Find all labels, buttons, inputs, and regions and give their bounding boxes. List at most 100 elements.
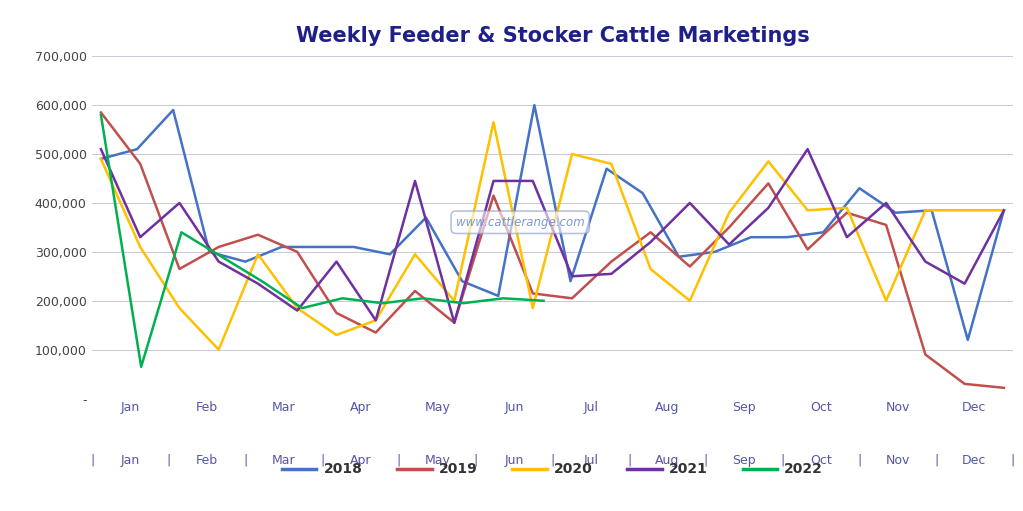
Line: 2020: 2020: [101, 122, 1004, 350]
2020: [644, 266, 657, 272]
2019: [292, 249, 304, 255]
2020: [723, 210, 736, 216]
2018: [167, 107, 179, 113]
2020: [448, 298, 460, 304]
2021: [801, 146, 813, 152]
2018: [95, 156, 107, 162]
2021: [997, 207, 1010, 213]
2022: [95, 112, 107, 118]
Text: www.cattlerange.com: www.cattlerange.com: [456, 216, 584, 229]
2018: [889, 210, 901, 216]
2021: [369, 317, 382, 323]
2018: [926, 207, 938, 213]
2020: [292, 305, 304, 311]
2018: [204, 249, 216, 255]
2019: [762, 180, 774, 187]
2020: [841, 205, 853, 211]
2022: [457, 300, 470, 306]
2020: [487, 119, 499, 125]
2019: [723, 224, 736, 230]
2018: [384, 251, 396, 258]
2020: [683, 298, 696, 304]
2019: [213, 244, 225, 250]
2020: [566, 151, 578, 157]
2021: [252, 281, 264, 287]
2019: [920, 352, 932, 358]
Line: 2018: 2018: [101, 105, 1004, 340]
2019: [959, 381, 971, 387]
2018: [565, 278, 577, 284]
2018: [997, 207, 1010, 213]
2021: [330, 259, 343, 265]
2019: [566, 295, 578, 301]
2022: [296, 305, 308, 311]
2018: [673, 253, 685, 260]
2020: [801, 207, 813, 213]
2021: [292, 308, 304, 314]
2019: [880, 222, 892, 228]
2018: [456, 278, 469, 284]
2019: [409, 288, 421, 294]
Line: 2019: 2019: [101, 112, 1004, 388]
2020: [880, 298, 892, 304]
2019: [173, 266, 185, 272]
2020: [134, 244, 146, 250]
2020: [213, 346, 225, 353]
2021: [527, 178, 539, 184]
2018: [601, 166, 613, 172]
2018: [239, 259, 252, 265]
2021: [762, 205, 774, 211]
2019: [644, 229, 657, 236]
Line: 2021: 2021: [101, 149, 1004, 323]
2018: [131, 146, 143, 152]
2021: [723, 241, 736, 247]
2021: [880, 200, 892, 206]
2018: [348, 244, 360, 250]
2019: [369, 330, 382, 336]
2019: [448, 320, 460, 326]
2019: [134, 161, 146, 167]
2019: [95, 109, 107, 115]
2022: [135, 364, 147, 370]
2020: [95, 156, 107, 162]
2019: [997, 385, 1010, 391]
2021: [920, 259, 932, 265]
2019: [683, 264, 696, 270]
2019: [841, 210, 853, 216]
2018: [745, 234, 757, 240]
2022: [337, 295, 349, 301]
2019: [801, 246, 813, 252]
2020: [527, 305, 539, 311]
Title: Weekly Feeder & Stocker Cattle Marketings: Weekly Feeder & Stocker Cattle Marketing…: [296, 27, 809, 47]
2019: [252, 231, 264, 238]
2018: [528, 102, 540, 108]
2021: [841, 234, 853, 240]
2021: [644, 239, 657, 245]
2018: [853, 185, 865, 191]
2022: [416, 295, 429, 301]
2018: [311, 244, 323, 250]
2021: [566, 273, 578, 280]
2019: [606, 259, 618, 265]
2019: [487, 193, 499, 199]
2021: [213, 259, 225, 265]
2021: [487, 178, 499, 184]
2019: [527, 290, 539, 296]
2018: [817, 229, 830, 236]
2020: [252, 251, 264, 258]
2022: [497, 295, 509, 301]
2021: [959, 281, 971, 287]
2020: [997, 207, 1010, 213]
2022: [216, 253, 228, 260]
2020: [330, 332, 343, 338]
Line: 2022: 2022: [101, 115, 543, 367]
2021: [606, 271, 618, 277]
2020: [920, 207, 932, 213]
2018: [636, 190, 649, 196]
2020: [762, 158, 774, 165]
Legend: 2018, 2019, 2020, 2021, 2022: 2018, 2019, 2020, 2021, 2022: [276, 457, 829, 482]
2022: [376, 300, 389, 306]
2018: [962, 337, 974, 343]
2018: [492, 293, 504, 299]
2021: [173, 200, 185, 206]
